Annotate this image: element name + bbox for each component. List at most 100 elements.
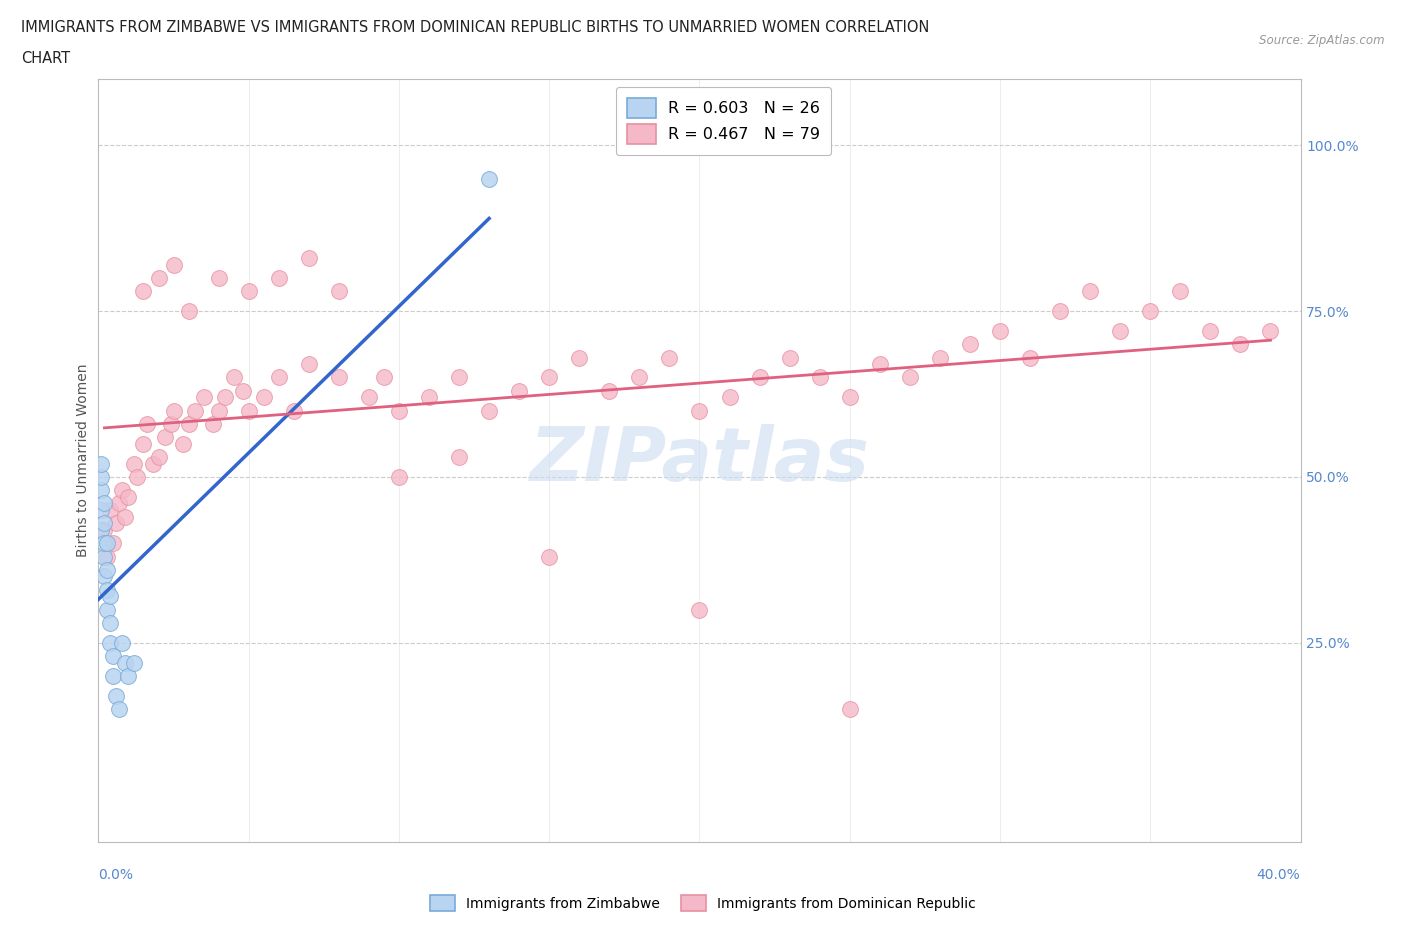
Point xyxy=(114,655,136,670)
Point xyxy=(357,390,380,405)
Point xyxy=(93,569,115,584)
Point xyxy=(183,404,205,418)
Point xyxy=(267,370,290,385)
Point xyxy=(96,549,118,564)
Point xyxy=(1170,284,1192,299)
Point xyxy=(108,701,131,716)
Point xyxy=(177,417,200,432)
Point xyxy=(718,390,741,405)
Point xyxy=(103,648,125,663)
Point xyxy=(689,404,711,418)
Point xyxy=(96,602,118,617)
Point xyxy=(1139,304,1161,319)
Point xyxy=(1199,324,1222,339)
Point xyxy=(208,404,231,418)
Point xyxy=(90,523,112,538)
Legend: R = 0.603   N = 26, R = 0.467   N = 79: R = 0.603 N = 26, R = 0.467 N = 79 xyxy=(616,87,831,154)
Point xyxy=(568,350,591,365)
Point xyxy=(373,370,395,385)
Point xyxy=(388,404,411,418)
Point xyxy=(100,589,122,604)
Point xyxy=(283,404,305,418)
Point xyxy=(96,563,118,578)
Point xyxy=(90,483,112,498)
Point xyxy=(153,430,176,445)
Point xyxy=(328,284,350,299)
Point xyxy=(238,284,260,299)
Text: Source: ZipAtlas.com: Source: ZipAtlas.com xyxy=(1260,34,1385,47)
Point xyxy=(127,470,149,485)
Point xyxy=(201,417,224,432)
Point xyxy=(100,502,122,517)
Point xyxy=(208,271,231,286)
Point xyxy=(117,489,139,504)
Point xyxy=(93,516,115,531)
Point xyxy=(779,350,801,365)
Point xyxy=(100,635,122,650)
Point xyxy=(238,404,260,418)
Point xyxy=(808,370,831,385)
Point xyxy=(1078,284,1101,299)
Point xyxy=(193,390,215,405)
Point xyxy=(117,669,139,684)
Point xyxy=(838,390,860,405)
Point xyxy=(838,701,860,716)
Y-axis label: Births to Unmarried Women: Births to Unmarried Women xyxy=(76,364,90,557)
Point xyxy=(1049,304,1071,319)
Point xyxy=(598,383,620,398)
Point xyxy=(869,357,891,372)
Point xyxy=(162,258,184,272)
Point xyxy=(93,549,115,564)
Point xyxy=(418,390,440,405)
Point xyxy=(148,449,170,464)
Point xyxy=(90,502,112,517)
Point xyxy=(222,370,245,385)
Point xyxy=(388,470,411,485)
Point xyxy=(214,390,236,405)
Point xyxy=(93,523,115,538)
Point xyxy=(172,436,194,451)
Point xyxy=(162,404,184,418)
Point xyxy=(748,370,770,385)
Point xyxy=(628,370,651,385)
Point xyxy=(267,271,290,286)
Point xyxy=(1109,324,1132,339)
Point xyxy=(135,417,157,432)
Point xyxy=(114,510,136,525)
Point xyxy=(478,404,501,418)
Point xyxy=(508,383,530,398)
Point xyxy=(1229,337,1251,352)
Point xyxy=(93,536,115,551)
Point xyxy=(96,536,118,551)
Point xyxy=(1019,350,1042,365)
Point xyxy=(108,496,131,511)
Point xyxy=(328,370,350,385)
Point xyxy=(253,390,276,405)
Text: 0.0%: 0.0% xyxy=(98,869,134,883)
Point xyxy=(959,337,981,352)
Point xyxy=(447,370,470,385)
Point xyxy=(100,616,122,631)
Point xyxy=(105,688,128,703)
Point xyxy=(111,635,134,650)
Legend: Immigrants from Zimbabwe, Immigrants from Dominican Republic: Immigrants from Zimbabwe, Immigrants fro… xyxy=(423,887,983,919)
Point xyxy=(124,655,146,670)
Point xyxy=(132,436,155,451)
Point xyxy=(177,304,200,319)
Point xyxy=(103,536,125,551)
Point xyxy=(447,449,470,464)
Point xyxy=(148,271,170,286)
Point xyxy=(478,171,501,186)
Point xyxy=(538,370,561,385)
Point xyxy=(298,357,321,372)
Point xyxy=(93,496,115,511)
Text: CHART: CHART xyxy=(21,51,70,66)
Point xyxy=(898,370,921,385)
Point xyxy=(159,417,181,432)
Text: 40.0%: 40.0% xyxy=(1257,869,1301,883)
Text: IMMIGRANTS FROM ZIMBABWE VS IMMIGRANTS FROM DOMINICAN REPUBLIC BIRTHS TO UNMARRI: IMMIGRANTS FROM ZIMBABWE VS IMMIGRANTS F… xyxy=(21,20,929,35)
Point xyxy=(111,483,134,498)
Point xyxy=(90,470,112,485)
Text: ZIPatlas: ZIPatlas xyxy=(530,424,869,497)
Point xyxy=(141,457,163,472)
